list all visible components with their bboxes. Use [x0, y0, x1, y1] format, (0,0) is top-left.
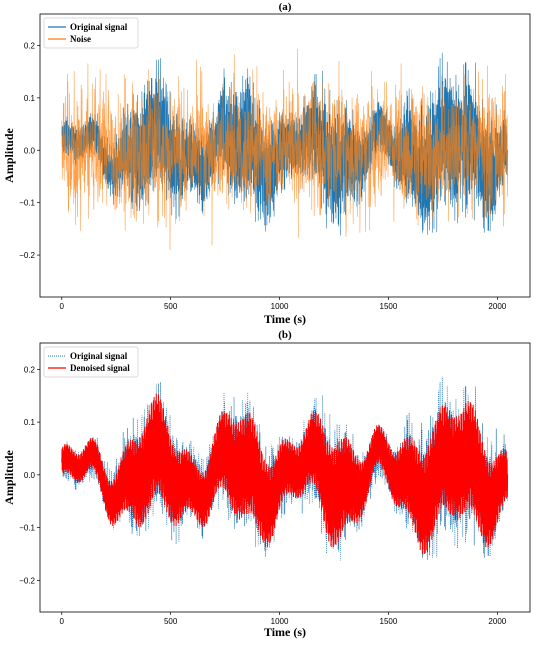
panel-title: (a): [279, 1, 292, 13]
x-tick-label: 0: [60, 302, 65, 311]
x-tick-label: 0: [60, 617, 65, 626]
legend-label: Original signal: [70, 351, 128, 361]
legend-label: Denoised signal: [70, 363, 130, 373]
plot-frame: [39, 342, 531, 613]
x-tick-label: 2000: [488, 302, 506, 311]
panel-a: (a) 0 500 1000 1500 2000 −0.2 −0.1 0.0 0.1 0.2 Time…: [2, 1, 531, 326]
y-axis-label: Amplitude: [2, 127, 16, 182]
series-line-noise: [61, 48, 508, 251]
y-tick-label: 0.1: [24, 418, 36, 427]
y-tick-label: −0.2: [19, 576, 35, 585]
series-line-denoised-signal: [61, 393, 509, 554]
legend-label: Original signal: [70, 22, 128, 32]
legend: Original signal Denoised signal: [43, 346, 139, 378]
x-tick-label: 1500: [380, 302, 398, 311]
panel-title: (b): [278, 329, 292, 341]
x-tick-label: 500: [164, 617, 178, 626]
plot-frame: [39, 13, 531, 298]
legend-label: Noise: [70, 34, 91, 44]
x-tick-label: 500: [164, 302, 178, 311]
x-tick-label: 1500: [380, 617, 398, 626]
y-tick-label: 0.0: [24, 471, 36, 480]
series-line-original-signal: [61, 52, 508, 236]
y-tick-label: 0.0: [24, 146, 36, 155]
panel-b: (b) 0 500 1000 1500 2000 −0.2 −0.1 0.0 0.1 0.2 Time…: [2, 329, 531, 639]
y-axis-label: Amplitude: [2, 449, 16, 504]
x-tick-label: 1000: [271, 302, 289, 311]
x-axis-label: Time (s): [264, 312, 306, 326]
x-axis-label: Time (s): [264, 625, 306, 639]
y-tick-label: 0.2: [24, 41, 36, 50]
legend: Original signal Noise: [43, 17, 139, 49]
y-tick-label: 0.1: [24, 94, 36, 103]
y-tick-label: 0.2: [24, 365, 36, 374]
y-tick-label: −0.1: [19, 199, 35, 208]
y-tick-label: −0.1: [19, 524, 35, 533]
y-tick-label: −0.2: [19, 251, 35, 260]
x-tick-label: 2000: [488, 617, 506, 626]
x-tick-label: 1000: [271, 617, 289, 626]
